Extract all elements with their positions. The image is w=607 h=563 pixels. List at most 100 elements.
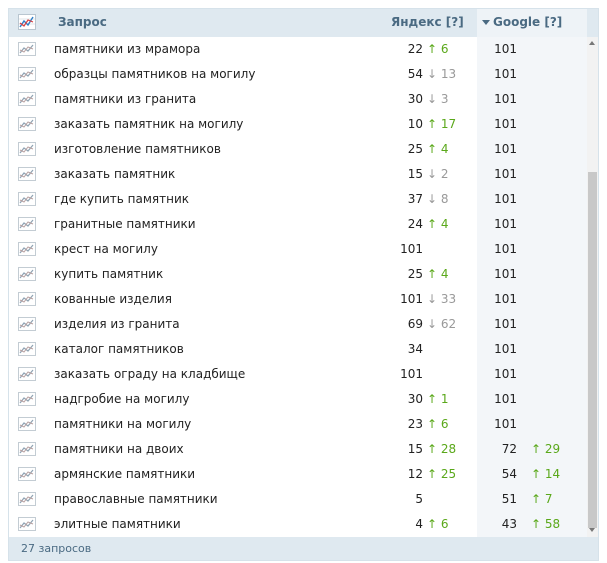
query-text[interactable]: армянские памятники xyxy=(54,467,196,481)
google-column-header[interactable]: Google [?] xyxy=(477,9,587,37)
queries-panel: Запрос Яндекс [?] Google [?] памятники и… xyxy=(8,8,599,561)
table-row[interactable]: элитные памятники 4 ↑ 6 43 ↑ 58 xyxy=(9,512,587,537)
chart-icon[interactable] xyxy=(18,14,36,30)
table-row[interactable]: крест на могилу 101 101 xyxy=(9,237,587,262)
query-text[interactable]: купить памятник xyxy=(54,267,164,281)
chart-icon[interactable] xyxy=(18,142,36,156)
table-row[interactable]: памятники на могилу 23 ↑ 6 101 xyxy=(9,412,587,437)
yandex-delta: ↑ 1 xyxy=(427,392,449,406)
google-position: 101 xyxy=(494,42,517,56)
chart-icon[interactable] xyxy=(18,492,36,506)
yandex-position: 30 xyxy=(407,92,423,106)
chart-icon[interactable] xyxy=(18,417,36,431)
google-position: 43 xyxy=(501,517,517,531)
table-footer: 27 запросов xyxy=(9,537,598,560)
query-text[interactable]: крест на могилу xyxy=(54,242,158,256)
chart-icon[interactable] xyxy=(18,242,36,256)
yandex-position: 24 xyxy=(407,217,423,231)
yandex-position: 23 xyxy=(407,417,423,431)
scroll-up-icon[interactable] xyxy=(589,41,595,45)
query-text[interactable]: где купить памятник xyxy=(54,192,190,206)
query-text[interactable]: православные памятники xyxy=(54,492,218,506)
table-row[interactable]: образцы памятников на могилу 54 ↓ 13 101 xyxy=(9,62,587,87)
table-row[interactable]: памятники на двоих 15 ↑ 28 72 ↑ 29 xyxy=(9,437,587,462)
query-text[interactable]: заказать памятник xyxy=(54,167,176,181)
google-delta: ↑ 7 xyxy=(531,492,553,506)
google-delta: ↑ 14 xyxy=(531,467,561,481)
query-column-header[interactable]: Запрос xyxy=(58,15,107,29)
yandex-delta: ↓ 2 xyxy=(427,167,449,181)
chart-icon[interactable] xyxy=(18,392,36,406)
table-row[interactable]: кованные изделия 101 ↓ 33 101 xyxy=(9,287,587,312)
google-position: 101 xyxy=(494,217,517,231)
google-position: 101 xyxy=(494,392,517,406)
chart-icon[interactable] xyxy=(18,317,36,331)
chart-icon[interactable] xyxy=(18,267,36,281)
table-row[interactable]: памятники из мрамора 22 ↑ 6 101 xyxy=(9,37,587,62)
scrollbar[interactable] xyxy=(587,37,598,537)
chart-icon[interactable] xyxy=(18,367,36,381)
table-row[interactable]: православные памятники 5 51 ↑ 7 xyxy=(9,487,587,512)
table-row[interactable]: каталог памятников 34 101 xyxy=(9,337,587,362)
query-text[interactable]: памятники на могилу xyxy=(54,417,192,431)
yandex-position: 101 xyxy=(400,292,423,306)
query-text[interactable]: памятники на двоих xyxy=(54,442,184,456)
table-row[interactable]: заказать памятник 15 ↓ 2 101 xyxy=(9,162,587,187)
query-text[interactable]: памятники из гранита xyxy=(54,92,197,106)
yandex-delta: ↑ 4 xyxy=(427,217,449,231)
query-text[interactable]: каталог памятников xyxy=(54,342,184,356)
query-text[interactable]: образцы памятников на могилу xyxy=(54,67,256,81)
chart-icon[interactable] xyxy=(18,117,36,131)
query-text[interactable]: элитные памятники xyxy=(54,517,181,531)
google-position: 101 xyxy=(494,292,517,306)
chart-icon[interactable] xyxy=(18,42,36,56)
table-row[interactable]: купить памятник 25 ↑ 4 101 xyxy=(9,262,587,287)
chart-icon[interactable] xyxy=(18,67,36,81)
chart-icon[interactable] xyxy=(18,442,36,456)
google-position: 51 xyxy=(501,492,517,506)
query-text[interactable]: кованные изделия xyxy=(54,292,172,306)
chart-icon[interactable] xyxy=(18,517,36,531)
table-row[interactable]: армянские памятники 12 ↑ 25 54 ↑ 14 xyxy=(9,462,587,487)
query-text[interactable]: гранитные памятники xyxy=(54,217,196,231)
chart-icon[interactable] xyxy=(18,92,36,106)
yandex-delta: ↓ 3 xyxy=(427,92,449,106)
table-row[interactable]: памятники из гранита 30 ↓ 3 101 xyxy=(9,87,587,112)
yandex-position: 15 xyxy=(407,442,423,456)
google-position: 54 xyxy=(501,467,517,481)
table-row[interactable]: изготовление памятников 25 ↑ 4 101 xyxy=(9,137,587,162)
yandex-delta: ↑ 6 xyxy=(427,417,449,431)
query-text[interactable]: заказать ограду на кладбище xyxy=(54,367,246,381)
chart-icon[interactable] xyxy=(18,342,36,356)
chart-icon[interactable] xyxy=(18,192,36,206)
table-row[interactable]: заказать памятник на могилу 10 ↑ 17 101 xyxy=(9,112,587,137)
yandex-position: 101 xyxy=(400,242,423,256)
table-row[interactable]: заказать ограду на кладбище 101 101 xyxy=(9,362,587,387)
yandex-delta: ↓ 8 xyxy=(427,192,449,206)
table-header: Запрос Яндекс [?] Google [?] xyxy=(9,9,598,37)
chart-icon[interactable] xyxy=(18,467,36,481)
yandex-position: 69 xyxy=(407,317,423,331)
yandex-position: 25 xyxy=(407,267,423,281)
table-row[interactable]: где купить памятник 37 ↓ 8 101 xyxy=(9,187,587,212)
query-text[interactable]: памятники из мрамора xyxy=(54,42,201,56)
sort-desc-icon xyxy=(482,20,490,25)
chart-icon[interactable] xyxy=(18,217,36,231)
chart-icon[interactable] xyxy=(18,292,36,306)
google-position: 101 xyxy=(494,67,517,81)
query-text[interactable]: изделия из гранита xyxy=(54,317,180,331)
google-position: 101 xyxy=(494,192,517,206)
scrollbar-thumb[interactable] xyxy=(588,172,597,528)
table-row[interactable]: гранитные памятники 24 ↑ 4 101 xyxy=(9,212,587,237)
table-row[interactable]: изделия из гранита 69 ↓ 62 101 xyxy=(9,312,587,337)
chart-icon[interactable] xyxy=(18,167,36,181)
query-text[interactable]: надгробие на могилу xyxy=(54,392,190,406)
yandex-column-header[interactable]: Яндекс [?] xyxy=(391,15,464,29)
scroll-down-icon[interactable] xyxy=(589,528,595,532)
query-text[interactable]: заказать памятник на могилу xyxy=(54,117,244,131)
yandex-position: 25 xyxy=(407,142,423,156)
query-text[interactable]: изготовление памятников xyxy=(54,142,221,156)
yandex-delta: ↓ 62 xyxy=(427,317,457,331)
table-row[interactable]: надгробие на могилу 30 ↑ 1 101 xyxy=(9,387,587,412)
yandex-position: 37 xyxy=(407,192,423,206)
